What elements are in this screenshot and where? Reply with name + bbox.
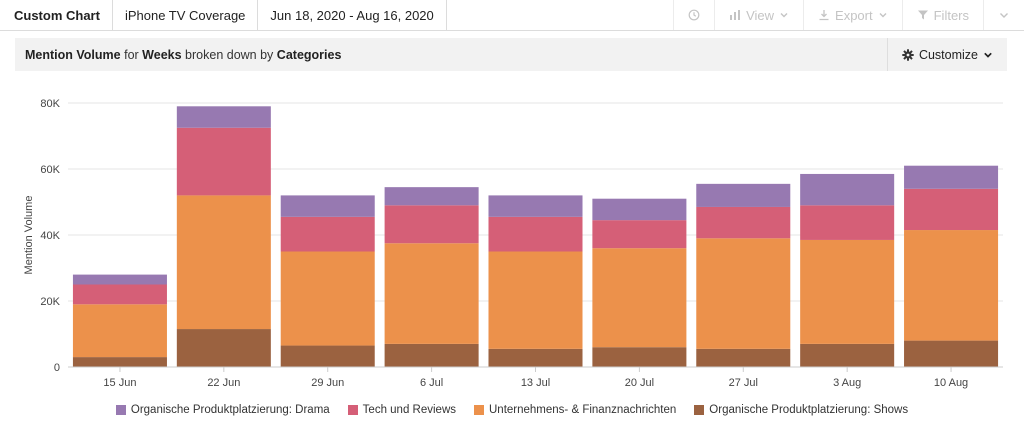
chart-legend: Organische Produktplatzierung: Drama Tech… — [0, 404, 1024, 416]
gear-icon — [902, 48, 914, 61]
x-tick-label: 10 Aug — [934, 377, 968, 389]
bar-segment[interactable] — [696, 183, 791, 207]
legend-swatch — [347, 405, 358, 415]
y-tick-label: 20K — [40, 296, 60, 308]
bar-segment[interactable] — [72, 274, 167, 285]
for-text: for — [124, 47, 139, 62]
chart-description-bar: Mention Volume for Weeks broken down by … — [15, 38, 1007, 71]
bar-segment[interactable] — [384, 187, 479, 206]
bar-segment[interactable] — [592, 220, 687, 249]
bar-segment[interactable] — [488, 348, 583, 367]
stacked-bar-chart: 0 20K 40K 60K 80K Mention Volume 15 Jun 22 Jun 2… — [23, 98, 1003, 389]
bar-segment[interactable] — [800, 239, 895, 344]
chevron-down-icon — [879, 13, 887, 18]
x-tick-label: 13 Jul — [521, 377, 550, 389]
bar-segment[interactable] — [280, 251, 375, 346]
x-tick-label: 3 Aug — [833, 377, 861, 389]
query-tab[interactable]: iPhone TV Coverage — [113, 0, 259, 30]
legend-item[interactable]: Organische Produktplatzierung: Drama — [115, 404, 330, 416]
customize-button[interactable]: Customize — [886, 38, 1007, 71]
bar-segment[interactable] — [384, 343, 479, 367]
x-tick-label: 6 Jul — [420, 377, 443, 389]
bar-segment[interactable] — [696, 348, 791, 367]
bar-segment[interactable] — [488, 195, 583, 217]
bar-segment[interactable] — [280, 345, 375, 367]
top-toolbar: Custom Chart iPhone TV Coverage Jun 18, … — [0, 0, 1024, 31]
legend-item[interactable]: Organische Produktplatzierung: Shows — [694, 404, 908, 416]
bar-segment[interactable] — [488, 251, 583, 349]
dimension-label[interactable]: Categories — [276, 47, 342, 62]
x-tick-label: 29 Jun — [311, 377, 344, 389]
bar-segment[interactable] — [904, 165, 999, 189]
filters-label: Filters — [933, 7, 969, 23]
bar-segment[interactable] — [384, 205, 479, 244]
bar-segment[interactable] — [72, 284, 167, 305]
legend-item[interactable]: Tech und Reviews — [347, 404, 456, 416]
legend-swatch — [474, 405, 484, 415]
filters-button[interactable]: Filters — [901, 0, 983, 30]
bar-chart-icon — [730, 10, 741, 20]
bar-segment[interactable] — [592, 198, 687, 221]
legend-label: Unternehmens- & Finanznachrichten — [489, 404, 677, 416]
x-tick-label: 22 Jun — [207, 377, 240, 389]
bar-segment[interactable] — [904, 230, 999, 341]
y-tick-label: 40K — [40, 230, 60, 242]
export-button[interactable]: Export — [803, 0, 902, 30]
bar-segment[interactable] — [800, 205, 895, 240]
y-axis-label: Mention Volume — [23, 196, 35, 275]
chevron-down-icon — [780, 13, 788, 18]
clock-icon — [688, 9, 700, 21]
chart-description: Mention Volume for Weeks broken down by … — [15, 48, 341, 62]
bar-segment[interactable] — [384, 243, 479, 344]
bar-segment[interactable] — [488, 216, 583, 252]
bar-segment[interactable] — [280, 195, 375, 217]
x-tick-label: 15 Jun — [103, 377, 136, 389]
broken-down-text: broken down by — [185, 47, 274, 62]
more-menu-button[interactable] — [983, 0, 1024, 30]
bar-segment[interactable] — [280, 216, 375, 252]
bar-segment[interactable] — [696, 238, 791, 349]
legend-label: Organische Produktplatzierung: Shows — [709, 404, 909, 416]
view-label: View — [746, 7, 775, 23]
bar-segment[interactable] — [800, 343, 895, 367]
bar-segment[interactable] — [176, 195, 271, 330]
date-range-tab[interactable]: Jun 18, 2020 - Aug 16, 2020 — [258, 0, 447, 30]
download-icon — [819, 10, 829, 21]
y-tick-label: 80K — [40, 98, 60, 110]
bar-segment[interactable] — [176, 127, 271, 196]
legend-label: Organische Produktplatzierung: Drama — [130, 404, 330, 416]
legend-swatch — [115, 405, 126, 415]
chevron-down-icon — [984, 52, 992, 58]
x-tick-label: 27 Jul — [729, 377, 758, 389]
metric-label[interactable]: Mention Volume — [25, 47, 121, 62]
y-tick-label: 0 — [54, 362, 60, 374]
legend-label: Tech und Reviews — [362, 404, 456, 416]
y-tick-label: 60K — [40, 164, 60, 176]
view-button[interactable]: View — [714, 0, 803, 30]
chart-title-tab[interactable]: Custom Chart — [0, 0, 113, 30]
bar-segment[interactable] — [72, 304, 167, 358]
export-label: Export — [835, 7, 873, 23]
bar-segment[interactable] — [800, 173, 895, 206]
filter-icon — [917, 10, 928, 20]
legend-item[interactable]: Unternehmens- & Finanznachrichten — [474, 404, 676, 416]
bar-segment[interactable] — [176, 329, 271, 367]
period-label[interactable]: Weeks — [142, 47, 182, 62]
bar-segment[interactable] — [904, 188, 999, 231]
toolbar-actions: View Export Filters — [673, 0, 1024, 30]
bar-segment[interactable] — [904, 340, 999, 367]
chevron-down-icon — [1000, 13, 1008, 18]
bar-segment[interactable] — [696, 206, 791, 239]
bar-segment[interactable] — [592, 347, 687, 367]
bar-segment[interactable] — [72, 357, 167, 367]
history-button[interactable] — [673, 0, 714, 30]
x-tick-label: 20 Jul — [625, 377, 654, 389]
bar-segment[interactable] — [592, 248, 687, 348]
legend-swatch — [694, 405, 705, 415]
bar-segment[interactable] — [176, 106, 271, 128]
customize-label: Customize — [918, 47, 978, 62]
